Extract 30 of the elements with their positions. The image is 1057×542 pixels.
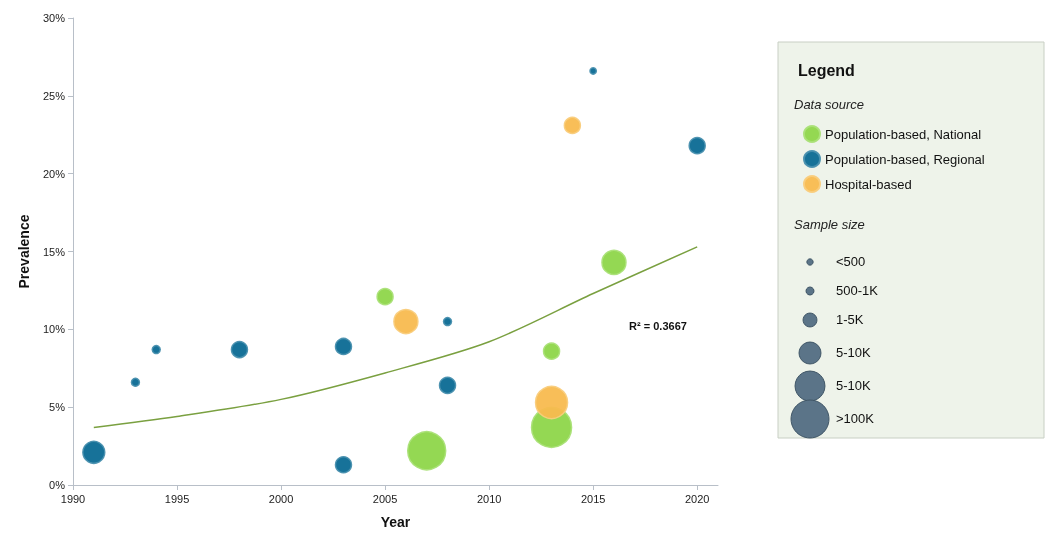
- y-tick-label: 25%: [42, 89, 66, 102]
- y-axis-title: Prevalence: [16, 214, 32, 289]
- legend-label: >100K: [836, 411, 875, 426]
- x-tick-label: 2010: [476, 492, 502, 505]
- line-series: [93, 246, 698, 429]
- x-tick-label: 2005: [372, 492, 398, 505]
- legend-label: 5-10K: [836, 345, 872, 360]
- text: Data source: [794, 97, 865, 112]
- legend-title: Legend: [798, 61, 855, 79]
- legend-label: Population-based, Regional: [825, 151, 985, 167]
- legend-label: 5-10K: [836, 378, 872, 393]
- y-tick-label: 15%: [42, 245, 66, 258]
- x-tick-label: 2020: [684, 492, 710, 505]
- y-tick-label: 5%: [49, 401, 66, 414]
- y-tick-label: 20%: [42, 167, 66, 180]
- legend-label: Population-based, National: [825, 126, 982, 142]
- x-tick-label: 1995: [164, 492, 190, 505]
- legend-label: 1-5K: [836, 312, 864, 327]
- x-tick-label: 2015: [580, 492, 606, 505]
- annotation: R² = 0.3667: [629, 320, 687, 332]
- y-tick-label: 30%: [42, 12, 66, 24]
- y-tick-label: 0%: [49, 479, 66, 491]
- y-tick-label: 10%: [42, 323, 66, 336]
- text: Sample size: [794, 217, 865, 232]
- legend-label: Hospital-based: [825, 176, 912, 192]
- x-tick-label: 2000: [268, 492, 294, 505]
- legend-label: 500-1K: [836, 283, 879, 298]
- x-tick-label: 1990: [60, 492, 86, 505]
- legend-label: <500: [836, 254, 866, 269]
- x-axis-title: Year: [380, 514, 411, 530]
